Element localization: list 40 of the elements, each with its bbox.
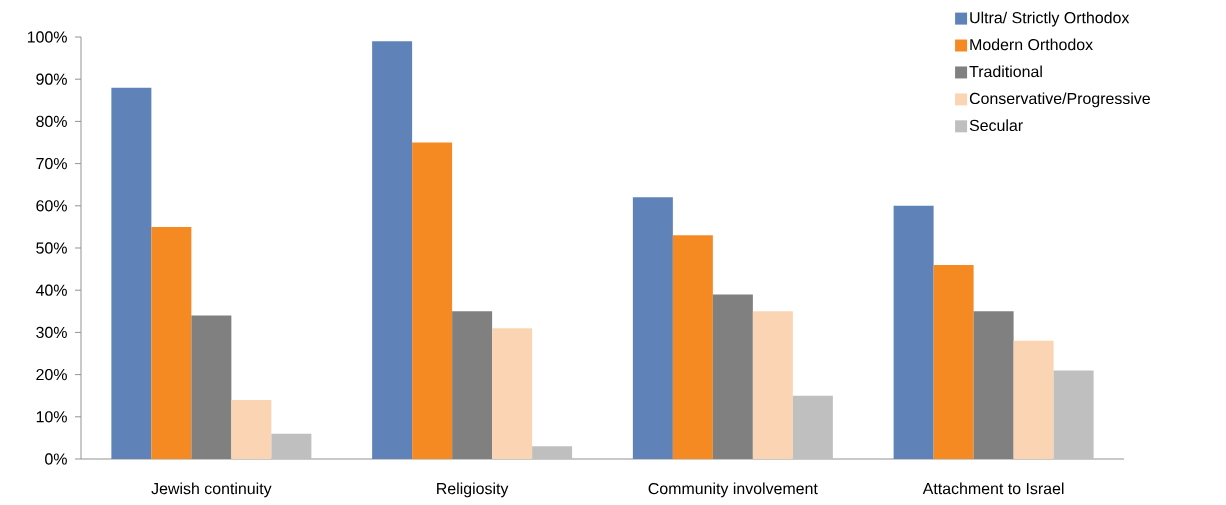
y-tick-label: 70% — [36, 157, 67, 170]
bar — [492, 328, 533, 459]
bar — [973, 311, 1014, 459]
bar — [792, 395, 833, 459]
bar — [1053, 370, 1094, 459]
bar — [452, 311, 493, 459]
x-tick-label: Attachment to Israel — [922, 482, 1064, 495]
y-tick-label: 30% — [36, 326, 67, 339]
bar — [933, 264, 974, 459]
bar — [1013, 340, 1054, 459]
x-tick-label: Religiosity — [437, 482, 509, 498]
legend-label: Ultra/ Strictly Orthodox — [970, 11, 1130, 27]
bar — [532, 446, 573, 459]
legend-label: Secular — [969, 119, 1023, 132]
y-tick-label: 50% — [36, 242, 67, 254]
bar — [412, 142, 453, 459]
bar — [372, 41, 413, 459]
legend-label: Modern Orthodox — [970, 38, 1093, 51]
bar — [712, 294, 753, 459]
y-tick-label: 10% — [36, 411, 67, 423]
y-tick-label: 80% — [36, 115, 67, 128]
x-tick-label: Community involvement — [648, 482, 818, 498]
legend-label: Traditional — [969, 65, 1042, 78]
bar — [191, 315, 232, 459]
bar — [111, 87, 152, 459]
x-tick-label: Jewish continuity — [151, 482, 272, 498]
bar — [632, 197, 673, 459]
y-tick-label: 60% — [36, 200, 67, 212]
y-tick-label: 90% — [36, 73, 67, 85]
y-tick-label: 100% — [27, 31, 67, 43]
bar — [231, 399, 272, 459]
bar — [672, 235, 713, 459]
legend-label: Conservative/Progressive — [969, 92, 1150, 108]
y-tick-label: 40% — [35, 284, 67, 296]
y-tick-label: 20% — [36, 368, 67, 381]
bar — [752, 311, 793, 459]
bar — [893, 205, 934, 459]
y-tick-label: 0% — [45, 453, 67, 465]
bar — [271, 433, 312, 459]
bar — [151, 226, 192, 459]
